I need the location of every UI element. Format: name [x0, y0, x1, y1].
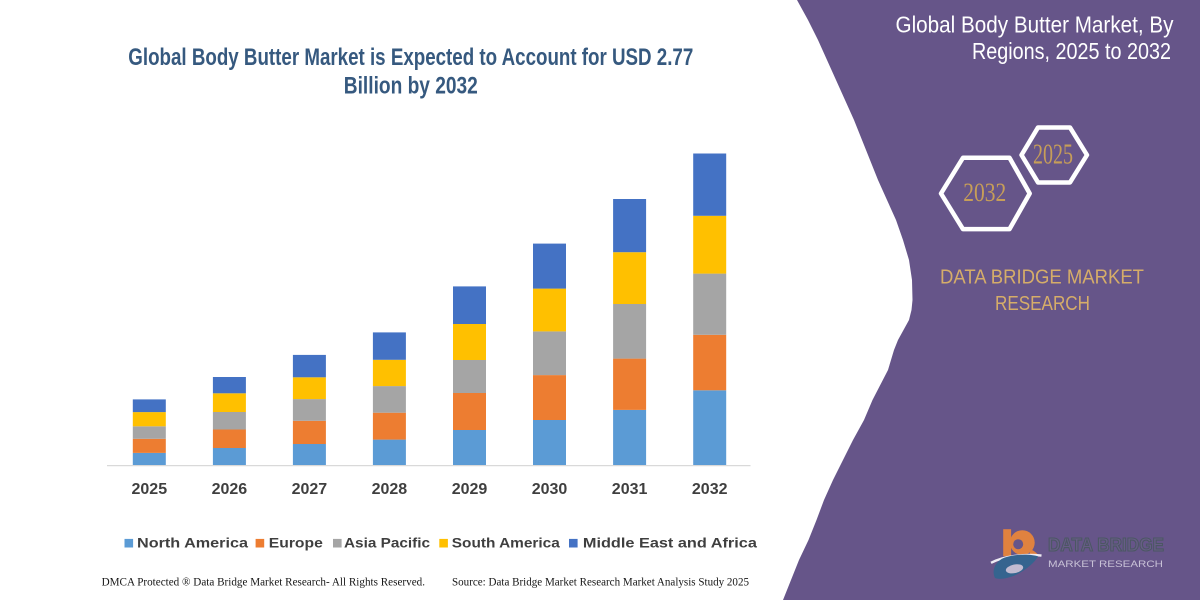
svg-text:2025: 2025	[132, 481, 168, 498]
svg-text:RESEARCH: RESEARCH	[995, 292, 1090, 315]
svg-text:2026: 2026	[212, 481, 248, 498]
svg-text:2032: 2032	[963, 178, 1006, 207]
svg-text:DATA BRIDGE: DATA BRIDGE	[1048, 534, 1164, 555]
svg-text:Middle East and Africa: Middle East and Africa	[583, 535, 757, 551]
svg-text:Source: Data Bridge Market Res: Source: Data Bridge Market Research Mark…	[452, 575, 749, 589]
svg-text:DMCA Protected ® Data Bridge M: DMCA Protected ® Data Bridge Market Rese…	[102, 575, 425, 589]
svg-text:South America: South America	[452, 535, 560, 551]
svg-text:2025: 2025	[1033, 140, 1073, 171]
svg-text:Asia Pacific: Asia Pacific	[344, 535, 430, 551]
svg-text:Europe: Europe	[269, 535, 323, 551]
svg-text:2028: 2028	[372, 481, 408, 498]
svg-text:2032: 2032	[692, 481, 728, 498]
svg-text:DATA BRIDGE MARKET: DATA BRIDGE MARKET	[940, 266, 1144, 289]
svg-text:Global Body Butter Market is E: Global Body Butter Market is Expected to…	[128, 44, 693, 71]
svg-text:Regions, 2025 to 2032: Regions, 2025 to 2032	[972, 38, 1171, 64]
svg-text:MARKET RESEARCH: MARKET RESEARCH	[1048, 559, 1163, 570]
svg-text:2029: 2029	[452, 481, 488, 498]
svg-text:Billion by 2032: Billion by 2032	[344, 73, 478, 100]
svg-text:North America: North America	[137, 535, 248, 551]
svg-text:2030: 2030	[532, 481, 568, 498]
svg-text:2027: 2027	[292, 481, 328, 498]
svg-text:Global Body Butter Market, By: Global Body Butter Market, By	[896, 12, 1174, 38]
svg-text:2031: 2031	[612, 481, 648, 498]
